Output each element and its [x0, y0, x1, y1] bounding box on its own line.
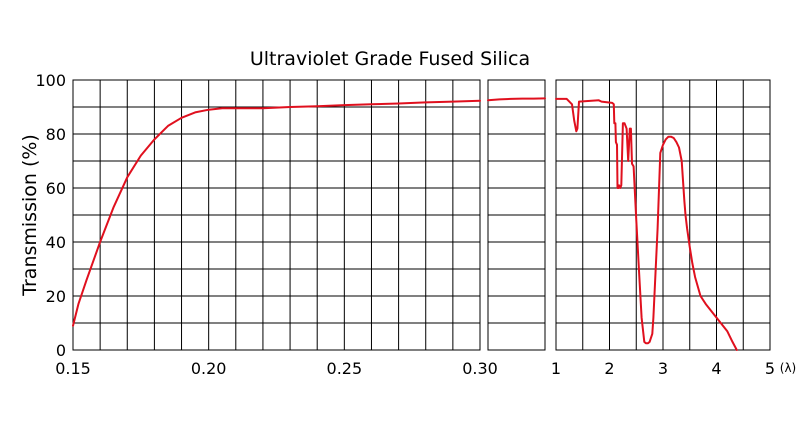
transmission-curve	[72, 97, 738, 351]
x-tick-label: 0.20	[191, 359, 227, 378]
panel-3	[555, 79, 771, 351]
x-tick-label: 5	[765, 359, 775, 378]
x-tick-label: 0.25	[327, 359, 363, 378]
y-axis-label: Transmission (%)	[19, 134, 41, 297]
x-tick-label: 4	[711, 359, 721, 378]
transmission-line-panel-1	[72, 99, 481, 327]
x-unit-label: (λ)	[780, 361, 796, 375]
chart-title: Ultraviolet Grade Fused Silica	[250, 48, 530, 70]
y-tick-label: 60	[46, 179, 66, 198]
y-tick-label: 80	[46, 125, 66, 144]
panel-2	[487, 79, 546, 351]
tick-labels: 0.15 0.20 0.25 0.30 1 2 3 4 5 (λ) 0 20 40 60 80 100	[35, 71, 796, 378]
x-tick-label: 2	[604, 359, 614, 378]
y-tick-label: 40	[46, 233, 66, 252]
y-tick-label: 100	[35, 71, 66, 90]
x-tick-label: 1	[551, 359, 561, 378]
transmission-line-panel-3	[555, 97, 738, 351]
transmission-line-panel-2	[487, 97, 546, 102]
x-tick-label: 0.15	[55, 359, 91, 378]
x-tick-label: 0.30	[462, 359, 498, 378]
y-tick-label: 20	[46, 287, 66, 306]
panel-1	[72, 79, 481, 351]
y-tick-label: 0	[56, 341, 66, 360]
grid-layer	[72, 79, 771, 351]
x-tick-label: 3	[658, 359, 668, 378]
